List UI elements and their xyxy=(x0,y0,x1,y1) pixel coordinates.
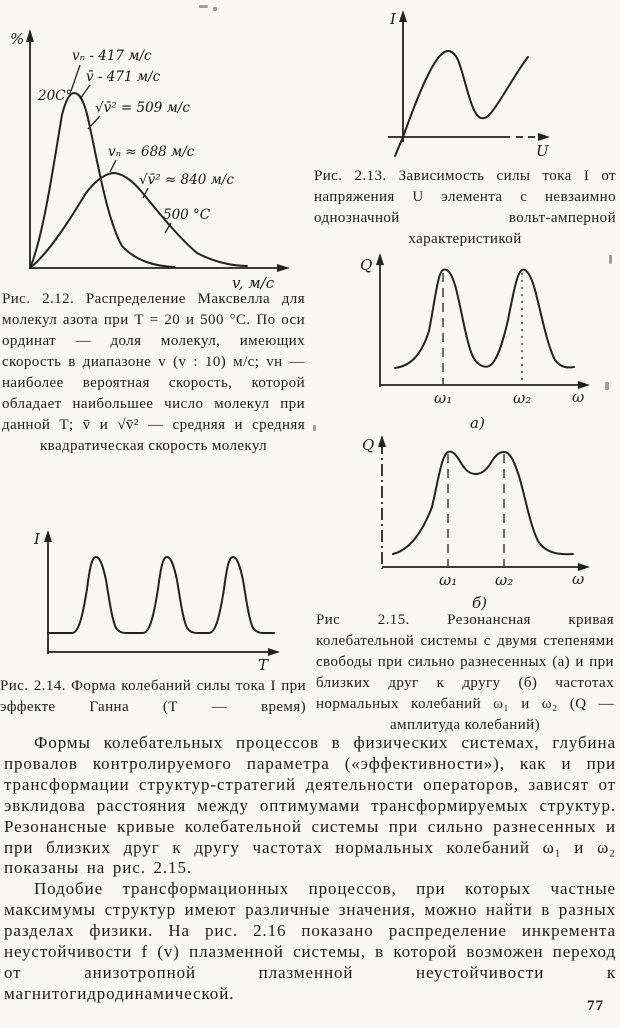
x-axis-label: U xyxy=(536,142,550,160)
figure-2-13-plot: I U xyxy=(388,10,550,160)
annotation-vn-20: vₙ - 417 м/с xyxy=(72,48,152,64)
leader-vmean20 xyxy=(79,84,91,100)
figure-2-12-plot: % v, м/с 20C° vₙ - 417 м/с v̄ - 471 м/с … xyxy=(10,29,290,292)
figure-2-12-caption: Рис. 2.12. Распределение Максвелла для м… xyxy=(2,291,305,454)
annotation-vrms-500: √v̄² ≈ 840 м/с xyxy=(139,172,234,188)
figure-2-13-caption: Рис. 2.13. Зависимость силы тока I от на… xyxy=(314,168,616,247)
x-axis-arrow-icon xyxy=(268,648,280,656)
x-axis-arrow-icon xyxy=(578,381,590,389)
annotation-vmean-20: v̄ - 471 м/с xyxy=(86,69,161,85)
annotation-vn-500: vₙ ≈ 688 м/с xyxy=(108,144,195,160)
subfigure-label-a: а) xyxy=(470,414,485,432)
x-axis-label: ω xyxy=(572,388,584,406)
iv-curve xyxy=(394,49,529,157)
scan-noise xyxy=(199,5,208,8)
resonance-curve-close xyxy=(392,450,574,556)
body-text: Формы колебательных процессов в физическ… xyxy=(4,733,616,1005)
y-axis-arrow-icon xyxy=(26,29,34,42)
y-axis-arrow-icon xyxy=(376,253,384,265)
leader-vn20 xyxy=(70,64,81,92)
figure-2-15-caption: Рис 2.15. Резонансная кривая колебательн… xyxy=(316,612,614,733)
figure-2-14-plot: I T xyxy=(33,530,280,674)
x-axis-arrow-icon xyxy=(277,264,290,272)
figure-2-14-caption: Рис. 2.14. Форма колебаний силы тока I п… xyxy=(0,678,306,715)
leader-vn500 xyxy=(109,159,117,173)
y-axis-arrow-icon xyxy=(378,435,386,447)
curve-500c xyxy=(29,171,248,269)
leader-vrms20 xyxy=(87,115,101,130)
leader-vrms500 xyxy=(142,187,149,199)
x-axis-label: T xyxy=(258,656,269,674)
annotation-temp-20: 20C° xyxy=(37,88,72,104)
scan-noise xyxy=(313,425,316,431)
resonance-curve-separated xyxy=(394,268,575,369)
paragraph: Подобие трансформационных процессов, при… xyxy=(4,879,616,1003)
x-axis-label: v, м/с xyxy=(232,274,275,292)
annotation-vrms-20: √v̄² = 509 м/с xyxy=(95,100,190,116)
tick-omega1: ω₁ xyxy=(439,571,457,589)
y-axis-label: Q xyxy=(362,436,374,454)
figure-2-15b-plot: Q ω ω₁ ω₂ б) xyxy=(362,435,590,612)
x-axis-label: ω xyxy=(572,570,584,588)
tick-omega2: ω₂ xyxy=(513,389,531,407)
annotation-temp-500: 500 °C xyxy=(163,207,211,223)
scan-noise xyxy=(605,382,609,390)
page-number: 77 xyxy=(587,998,604,1014)
y-axis-label: Q xyxy=(360,256,372,274)
tick-omega1: ω₁ xyxy=(434,389,452,407)
y-axis-label: % xyxy=(10,30,24,48)
scan-noise xyxy=(213,7,217,11)
curve-20c xyxy=(29,91,175,269)
scan-noise xyxy=(609,255,612,264)
y-axis-label: I xyxy=(33,530,41,548)
y-axis-arrow-icon xyxy=(44,530,52,542)
x-axis-arrow-icon xyxy=(578,563,590,571)
tick-omega2: ω₂ xyxy=(495,571,513,589)
paragraph: Формы колебательных процессов в физическ… xyxy=(4,733,616,878)
leader-temp500 xyxy=(164,222,172,234)
figure-2-15a-plot: Q ω ω₁ ω₂ а) xyxy=(360,253,590,432)
subfigure-label-b: б) xyxy=(472,594,487,612)
y-axis-arrow-icon xyxy=(399,10,407,22)
gunn-pulse-train xyxy=(47,555,275,634)
y-axis-label: I xyxy=(389,10,397,28)
x-axis-arrow-icon xyxy=(538,133,550,141)
